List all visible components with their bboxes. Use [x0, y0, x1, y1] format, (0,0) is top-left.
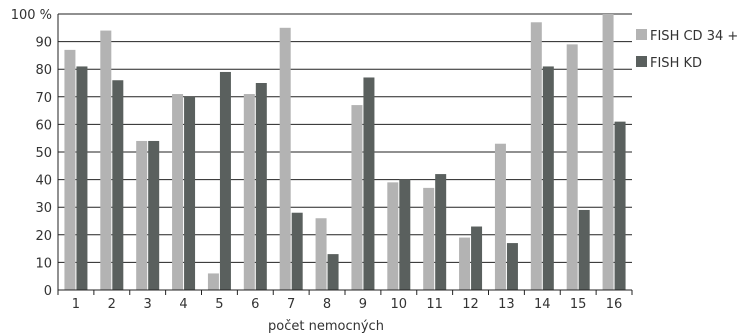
bar-fish-cd34-14: [530, 22, 542, 291]
x-tick-label: 2: [108, 297, 116, 312]
legend-swatch-fish-kd: [636, 56, 647, 67]
axes: [57, 14, 633, 295]
y-tick-label: 0: [44, 284, 52, 299]
bar-fish-kd-13: [506, 243, 518, 290]
x-tick-label: 9: [359, 297, 367, 312]
x-tick-label: 14: [534, 297, 551, 312]
x-tick-label: 3: [144, 297, 152, 312]
bar-fish-cd34-16: [602, 14, 614, 290]
bar-fish-kd-5: [219, 71, 231, 291]
y-tick-label: 80: [35, 63, 52, 78]
y-tick-label: 50: [35, 146, 52, 161]
bar-fish-cd34-13: [494, 143, 506, 290]
bar-fish-kd-16: [614, 121, 626, 290]
bar-fish-cd34-3: [136, 140, 148, 290]
x-tick-label: 5: [215, 297, 223, 312]
y-tick-label: 90: [35, 36, 52, 51]
bar-fish-kd-12: [471, 226, 483, 290]
x-tick-label: 7: [287, 297, 295, 312]
bar-fish-kd-2: [112, 80, 124, 291]
bar-fish-cd34-15: [566, 44, 578, 290]
x-tick-label: 6: [251, 297, 259, 312]
bar-fish-kd-7: [291, 212, 303, 290]
bar-fish-cd34-9: [351, 105, 363, 290]
y-tick-label: 40: [35, 174, 52, 189]
bar-fish-cd34-5: [207, 273, 219, 290]
x-tick-label: 10: [391, 297, 408, 312]
x-tick-label: 15: [570, 297, 587, 312]
x-tick-label: 8: [323, 297, 331, 312]
y-tick-label: 10: [35, 256, 52, 271]
bar-fish-cd34-10: [387, 182, 399, 290]
bar-fish-cd34-8: [315, 218, 327, 290]
bar-fish-kd-1: [76, 66, 88, 290]
bar-fish-kd-6: [255, 83, 267, 290]
bar-fish-kd-10: [399, 179, 411, 290]
bar-fish-kd-8: [327, 254, 339, 290]
x-tick-labels: 1 2 3 4 5 6 7 8 9 10 11 12 13 14 15 16: [72, 297, 623, 312]
x-axis-title: počet nemocných: [268, 319, 384, 334]
bar-fish-kd-9: [363, 77, 375, 290]
bar-fish-cd34-12: [459, 237, 471, 290]
bar-fish-cd34-4: [172, 94, 184, 290]
x-tick-label: 16: [606, 297, 623, 312]
legend-swatch-fish-cd34: [636, 29, 647, 40]
y-tick-label: 20: [35, 229, 52, 244]
y-tick-label: 100 %: [11, 8, 52, 23]
bar-fish-kd-4: [184, 96, 196, 290]
y-tick-label: 30: [35, 201, 52, 216]
bar-fish-kd-14: [542, 66, 554, 290]
bar-fish-cd34-2: [100, 30, 112, 291]
y-tick-label: 70: [35, 91, 52, 106]
bar-fish-cd34-11: [423, 187, 435, 290]
x-tick-label: 4: [179, 297, 187, 312]
bars: [64, 14, 626, 291]
x-tick-label: 11: [426, 297, 443, 312]
bar-fish-cd34-7: [279, 27, 291, 291]
legend: FISH CD 34 + FISH KD: [636, 29, 738, 71]
legend-label-fish-kd: FISH KD: [650, 56, 702, 71]
bar-fish-kd-15: [578, 209, 590, 290]
x-tick-label: 1: [72, 297, 80, 312]
bar-fish-kd-3: [148, 140, 160, 290]
legend-label-fish-cd34: FISH CD 34 +: [650, 29, 738, 44]
x-tick-label: 12: [462, 297, 479, 312]
bar-fish-kd-11: [435, 174, 447, 290]
x-tick-label: 13: [498, 297, 515, 312]
bar-fish-cd34-1: [64, 49, 76, 290]
y-tick-labels: 0 10 20 30 40 50 60 70 80 90 100 %: [11, 8, 52, 299]
bar-fish-cd34-6: [243, 94, 255, 290]
y-tick-label: 60: [35, 118, 52, 133]
